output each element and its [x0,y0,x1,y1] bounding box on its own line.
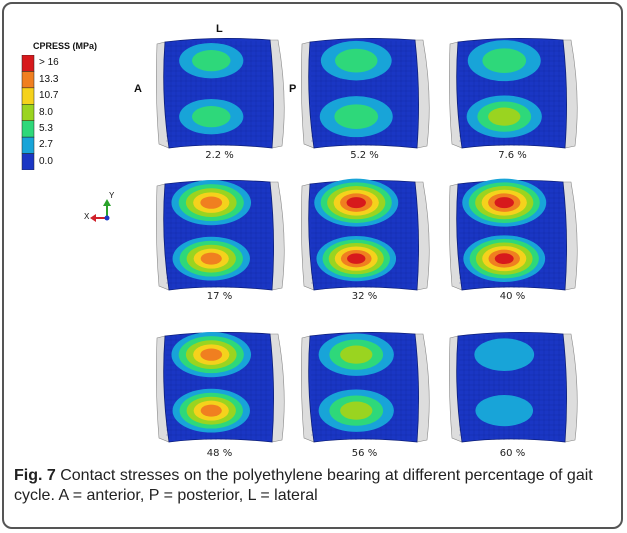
legend-swatch [21,120,35,138]
legend-swatch [21,55,35,72]
contact-hotspot [340,401,373,420]
legend-label: 8.0 [39,106,53,118]
contact-hotspot [335,48,378,73]
legend-swatch [21,153,35,170]
gait-percentage-label: 48 % [206,448,233,459]
triad-x-label: X [84,212,90,221]
contact-hotspot [494,253,514,265]
figure-caption: Fig. 7 Contact stresses on the polyethyl… [14,466,614,506]
legend-label: 2.7 [39,139,53,151]
gait-percentage-label: 17 % [206,291,233,302]
contact-hotspot [200,252,222,265]
gait-percentage-label: 7.6 % [498,150,527,161]
caption-text: Contact stresses on the polyethylene bea… [14,467,593,504]
color-legend [21,55,35,170]
contact-map-panel [449,332,578,443]
legend-swatch [21,71,35,89]
legend-swatch [21,87,35,105]
contact-hotspot [475,395,534,427]
gait-percentage-label: 2.2 % [205,150,234,161]
legend-swatch [21,104,35,121]
contact-hotspot [474,338,535,371]
legend-swatch [21,136,35,154]
gait-percentage-label: 40 % [499,291,526,302]
legend-label: 5.3 [39,122,53,134]
contact-hotspot [494,197,514,209]
caption-label: Fig. 7 [14,467,56,484]
contact-hotspot [488,107,521,126]
posterior-label: P [289,83,297,95]
gait-percentage-label: 56 % [351,448,378,459]
anterior-label: A [134,83,142,95]
contact-hotspot [200,404,222,417]
contact-hotspot [191,106,231,128]
gait-percentage-label: 32 % [351,291,378,302]
contact-hotspot [200,196,223,209]
coordinate-triad-icon [90,199,111,222]
gait-percentage-label: 5.2 % [350,150,379,161]
contact-map-panel [156,38,285,149]
legend-label: > 16 [39,57,59,69]
contact-map-panel [449,38,578,149]
legend-label: 10.7 [39,90,59,102]
contact-hotspot [340,345,373,364]
contact-hotspot [334,104,379,129]
triad-y-label: Y [109,191,115,200]
contact-map-panel [449,178,578,291]
contact-hotspot [346,197,366,209]
contact-hotspot [191,50,231,72]
contact-hotspot [482,48,527,73]
contact-hotspot [200,348,223,361]
contact-map-panel [301,332,430,443]
legend-label: 0.0 [39,155,53,167]
gait-percentage-label: 60 % [499,448,526,459]
contact-map-panel [301,38,430,149]
lateral-label: L [216,23,223,35]
legend-title: CPRESS (MPa) [33,41,98,51]
legend-label: 13.3 [39,73,59,85]
contact-hotspot [347,253,366,264]
contact-map-panel [156,332,285,443]
contact-map-panel [301,178,430,291]
contact-map-panel [156,180,285,291]
